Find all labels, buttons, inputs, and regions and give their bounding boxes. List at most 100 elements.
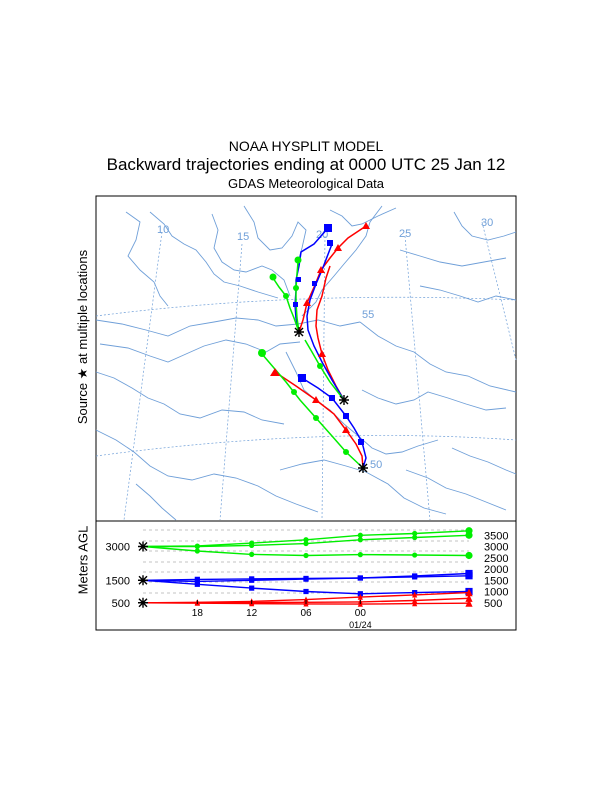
- height-point-green-2: [303, 540, 309, 547]
- map-marker-green: [313, 415, 319, 421]
- lon-label-30: 30: [481, 217, 493, 229]
- map-marker-blue: [324, 224, 332, 232]
- map-marker-blue: [327, 240, 333, 246]
- height-point-green-3: [249, 551, 255, 557]
- height-point-green-2: [465, 531, 473, 539]
- height-source-star: [138, 541, 148, 552]
- height-point-green-3: [194, 548, 200, 554]
- source-star-north: [294, 327, 304, 337]
- lat-label-50: 50: [370, 459, 382, 471]
- map-marker-blue: [358, 439, 364, 445]
- map-marker-blue: [296, 277, 301, 282]
- map-marker-red: [312, 396, 320, 403]
- map-traj-green-north-2: [295, 261, 300, 333]
- height-point-red-2: [465, 594, 473, 602]
- height-right-tick-label: 1500: [484, 575, 508, 587]
- map-marker-red: [317, 266, 325, 273]
- height-point-blue-2: [194, 578, 200, 584]
- height-x-tick-label: 12: [246, 608, 258, 619]
- height-point-green-3: [357, 552, 363, 558]
- map-traj-green-north: [272, 277, 300, 333]
- map-marker-red: [270, 368, 280, 376]
- map-marker-blue: [293, 302, 298, 307]
- height-point-blue-3: [249, 585, 255, 591]
- map-graticule: [95, 221, 517, 521]
- height-point-green-2: [357, 537, 363, 543]
- height-point-blue-2: [249, 577, 255, 583]
- chart-title: Backward trajectories ending at 0000 UTC…: [106, 155, 506, 174]
- map-traj-blue-mid: [306, 243, 345, 401]
- height-series: [142, 527, 473, 607]
- height-point-green-1: [412, 530, 418, 537]
- map-marker-green: [291, 389, 297, 395]
- height-point-green-3: [303, 552, 309, 559]
- map-traj-red-mid: [315, 265, 345, 401]
- map-marker-blue: [329, 395, 335, 401]
- source-star-south: [358, 463, 368, 473]
- map-marker-red: [303, 299, 311, 306]
- height-right-tick-label: 2000: [484, 564, 508, 576]
- map-marker-green: [317, 363, 323, 369]
- map-traj-red-south: [274, 371, 364, 469]
- map-marker-green: [283, 293, 289, 299]
- map-marker-green: [294, 256, 302, 264]
- map-marker-blue: [343, 413, 349, 419]
- map-marker-green: [269, 273, 277, 281]
- height-left-tick-label: 1500: [106, 575, 130, 587]
- height-date-label: 01/24: [349, 620, 372, 630]
- map-marker-red: [334, 244, 342, 251]
- height-point-green-2: [194, 543, 200, 550]
- height-left-tick-label: 3000: [106, 542, 130, 554]
- height-right-tick-label: 2500: [484, 553, 508, 565]
- map-marker-red: [362, 222, 370, 229]
- height-point-green-2: [412, 534, 418, 541]
- map-trajectories: [261, 225, 367, 469]
- height-right-tick-label: 1000: [484, 587, 508, 599]
- height-right-tick-label: 500: [484, 598, 502, 610]
- map-traj-blue-south: [301, 377, 367, 469]
- lon-label-25: 25: [399, 228, 411, 240]
- height-frame: [95, 520, 517, 631]
- lon-label-10: 10: [157, 224, 169, 236]
- map-marker-blue: [298, 374, 306, 382]
- height-point-green-1: [303, 537, 309, 543]
- height-source-star: [138, 597, 148, 608]
- map-marker-red: [318, 350, 326, 357]
- height-point-blue-3: [303, 588, 309, 595]
- height-point-blue-3: [194, 581, 200, 587]
- height-point-blue-3: [357, 591, 363, 597]
- map-marker-red: [342, 426, 350, 433]
- map-marker-blue: [312, 281, 317, 286]
- height-point-green-1: [357, 532, 363, 538]
- height-point-red-3: [412, 600, 418, 607]
- model-title: NOAA HYSPLIT MODEL: [228, 138, 384, 154]
- source-stars: [294, 327, 368, 473]
- map-grid-labels: 10 15 20 25 30 55 50: [157, 217, 493, 471]
- height-point-green-3: [412, 552, 418, 558]
- height-point-green-3: [465, 551, 473, 560]
- lon-label-15: 15: [237, 231, 249, 243]
- height-point-red-3: [465, 599, 473, 607]
- map-markers: [258, 222, 370, 455]
- height-point-blue-2: [412, 574, 418, 580]
- height-point-blue-2: [303, 576, 309, 582]
- height-x-tick-label: 06: [300, 608, 312, 619]
- map-frame: [95, 195, 517, 522]
- height-right-tick-label: 3500: [484, 530, 508, 542]
- height-point-red-1: [465, 588, 473, 597]
- data-source-title: GDAS Meteorological Data: [227, 176, 385, 191]
- height-point-red-2: [412, 597, 418, 604]
- map-marker-green: [258, 349, 266, 357]
- height-right-tick-label: 3000: [484, 542, 508, 554]
- height-point-red-1: [357, 593, 363, 600]
- map-marker-green: [293, 285, 299, 291]
- source-star-middle: [339, 395, 349, 405]
- height-x-tick-label: 00: [355, 608, 367, 619]
- height-x-tick-label: 18: [192, 608, 204, 619]
- height-point-green-2: [249, 542, 255, 548]
- height-axis: 3000150050035003000250020001500100050018…: [106, 530, 509, 630]
- map-marker-green: [343, 449, 349, 455]
- height-left-tick-label: 500: [112, 598, 130, 610]
- lat-label-55: 55: [362, 309, 374, 321]
